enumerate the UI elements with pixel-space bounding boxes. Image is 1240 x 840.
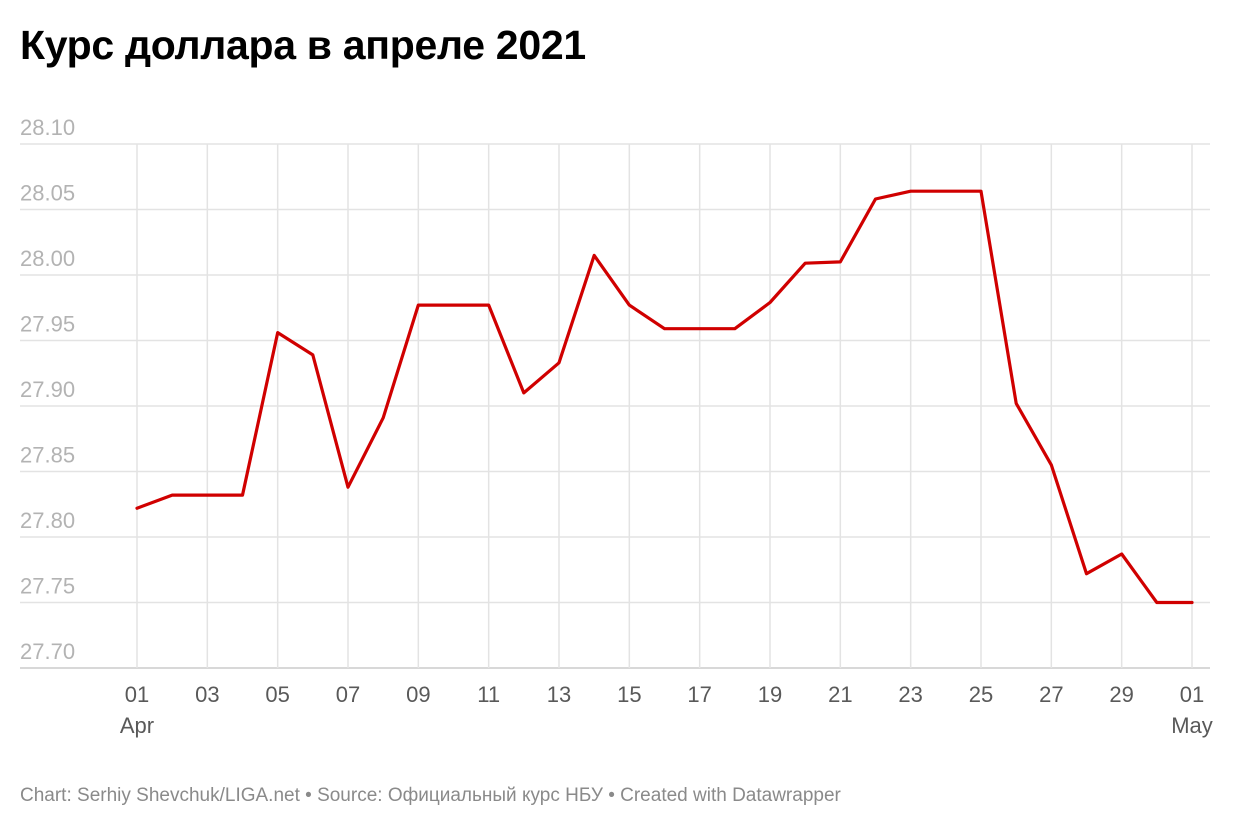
y-axis-ticks: 28.10 28.05 28.00 27.95 27.90 27.85 27.80 27.75… xyxy=(20,115,75,664)
x-tick-label: 23 xyxy=(898,682,922,707)
x-tick-label: 13 xyxy=(547,682,571,707)
chart-title: Курс доллара в апреле 2021 xyxy=(20,22,586,68)
y-tick-label: 27.80 xyxy=(20,508,75,533)
y-tick-label: 27.70 xyxy=(20,639,75,664)
x-tick-label: 21 xyxy=(828,682,852,707)
series-layer xyxy=(135,189,1194,605)
y-tick-label: 27.75 xyxy=(20,574,75,599)
x-tick-sublabel: May xyxy=(1171,713,1213,738)
y-tick-label: 27.90 xyxy=(20,377,75,402)
x-tick-label: 11 xyxy=(477,682,500,707)
x-tick-label: 01 xyxy=(1180,682,1204,707)
series-line xyxy=(135,189,1194,605)
x-tick-label: 03 xyxy=(195,682,219,707)
x-tick-label: 19 xyxy=(758,682,782,707)
x-tick-label: 01 xyxy=(125,682,149,707)
x-tick-label: 17 xyxy=(687,682,711,707)
y-tick-label: 28.10 xyxy=(20,115,75,140)
y-tick-label: 27.85 xyxy=(20,443,75,468)
x-tick-label: 07 xyxy=(336,682,360,707)
x-tick-label: 05 xyxy=(265,682,289,707)
x-tick-label: 09 xyxy=(406,682,430,707)
x-tick-label: 27 xyxy=(1039,682,1063,707)
grid-lines xyxy=(20,143,1210,669)
chart-footer: Chart: Serhiy Shevchuk/LIGA.net • Source… xyxy=(20,785,841,806)
x-axis-ticks: 01 Apr 03 05 07 09 11 13 15 17 19 21 23 25 27 29 01 May xyxy=(120,682,1213,738)
y-tick-label: 28.05 xyxy=(20,181,75,206)
y-tick-label: 27.95 xyxy=(20,312,75,337)
x-tick-label: 15 xyxy=(617,682,641,707)
x-tick-sublabel: Apr xyxy=(120,713,154,738)
y-tick-label: 28.00 xyxy=(20,246,75,271)
x-tick-label: 25 xyxy=(969,682,993,707)
x-tick-label: 29 xyxy=(1109,682,1133,707)
